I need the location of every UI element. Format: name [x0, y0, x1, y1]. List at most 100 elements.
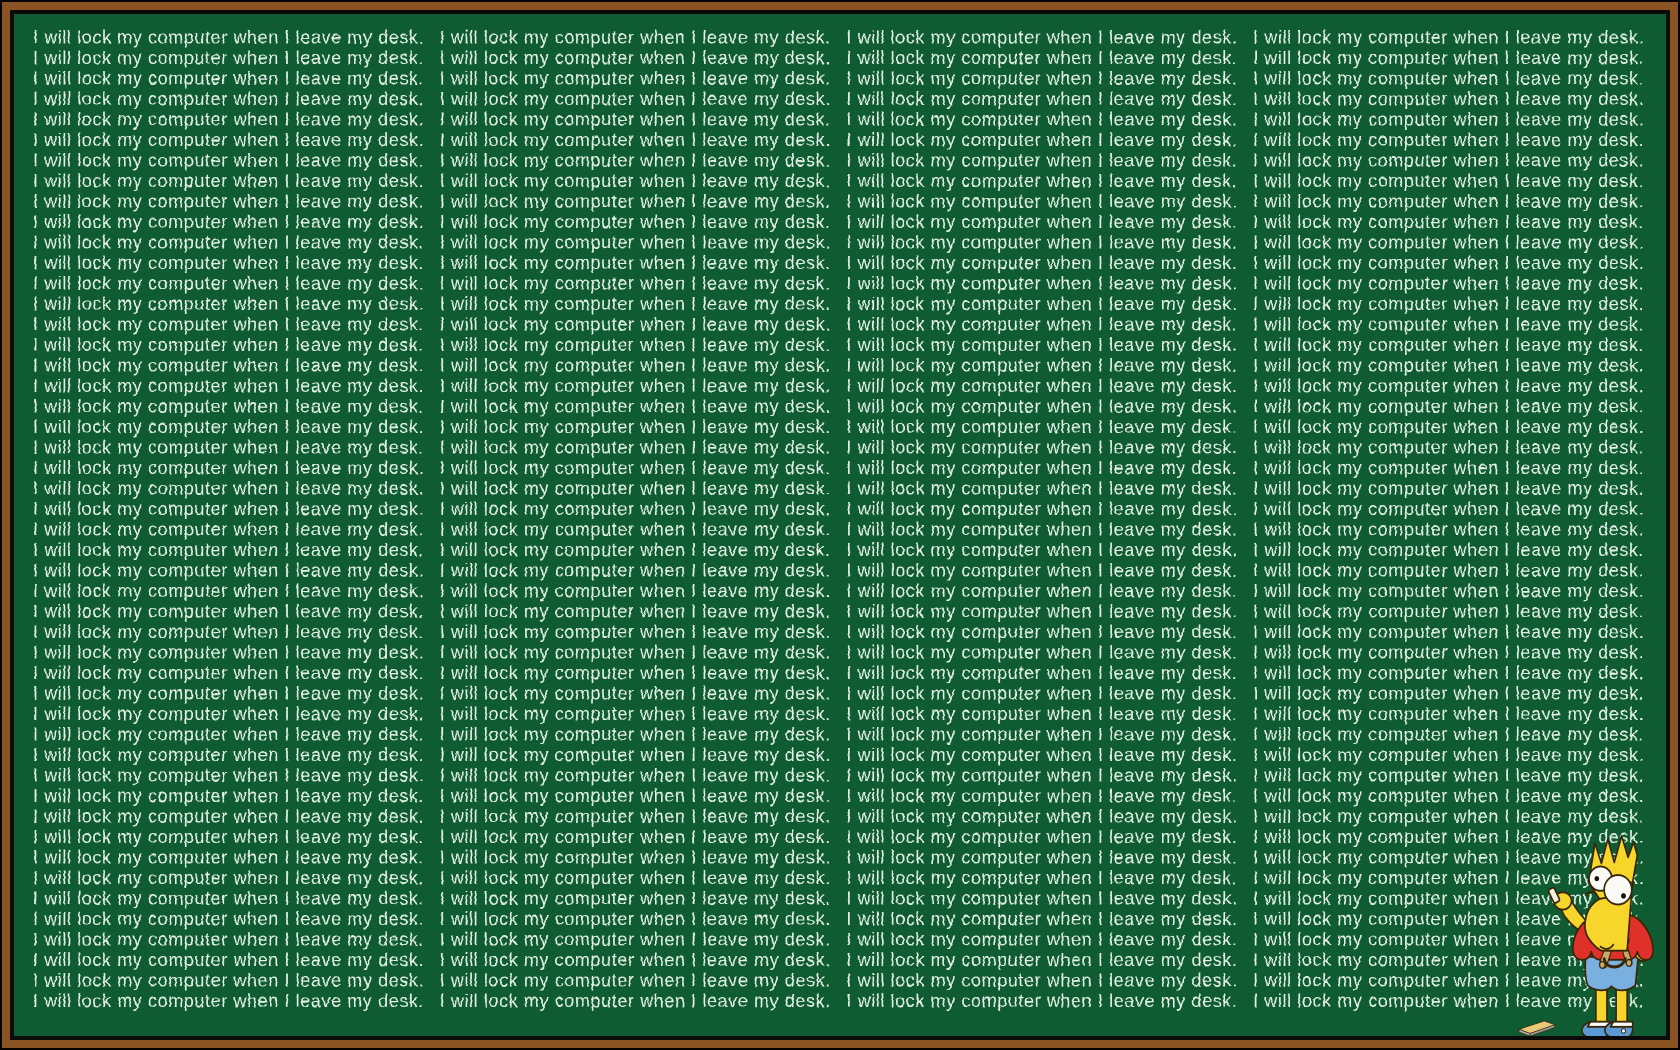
svg-text:I will lock my computer when I: I will lock my computer when I leave my …	[1253, 335, 1644, 355]
svg-text:I will lock my computer when I: I will lock my computer when I leave my …	[33, 27, 424, 47]
svg-text:I will lock my computer when I: I will lock my computer when I leave my …	[33, 150, 424, 170]
svg-text:I will lock my computer when I: I will lock my computer when I leave my …	[846, 847, 1237, 867]
svg-text:I will lock my computer when I: I will lock my computer when I leave my …	[1253, 519, 1644, 539]
svg-text:I will lock my computer when I: I will lock my computer when I leave my …	[846, 560, 1237, 580]
svg-text:I will lock my computer when I: I will lock my computer when I leave my …	[440, 499, 831, 519]
svg-text:I will lock my computer when I: I will lock my computer when I leave my …	[440, 89, 831, 109]
svg-text:I will lock my computer when I: I will lock my computer when I leave my …	[33, 89, 424, 109]
svg-text:I will lock my computer when I: I will lock my computer when I leave my …	[846, 970, 1237, 990]
svg-text:I will lock my computer when I: I will lock my computer when I leave my …	[1253, 724, 1644, 744]
svg-text:I will lock my computer when I: I will lock my computer when I leave my …	[33, 745, 424, 765]
svg-text:I will lock my computer when I: I will lock my computer when I leave my …	[846, 704, 1237, 724]
svg-text:I will lock my computer when I: I will lock my computer when I leave my …	[33, 253, 424, 273]
svg-text:I will lock my computer when I: I will lock my computer when I leave my …	[1253, 212, 1644, 232]
svg-text:I will lock my computer when I: I will lock my computer when I leave my …	[33, 868, 424, 888]
svg-text:I will lock my computer when I: I will lock my computer when I leave my …	[846, 827, 1237, 847]
svg-text:I will lock my computer when I: I will lock my computer when I leave my …	[846, 888, 1237, 908]
svg-text:I will lock my computer when I: I will lock my computer when I leave my …	[33, 396, 424, 416]
svg-text:I will lock my computer when I: I will lock my computer when I leave my …	[846, 786, 1237, 806]
svg-text:I will lock my computer when I: I will lock my computer when I leave my …	[440, 273, 831, 293]
svg-text:I will lock my computer when I: I will lock my computer when I leave my …	[1253, 437, 1644, 457]
svg-text:I will lock my computer when I: I will lock my computer when I leave my …	[440, 642, 831, 662]
svg-text:I will lock my computer when I: I will lock my computer when I leave my …	[33, 540, 424, 560]
svg-text:I will lock my computer when I: I will lock my computer when I leave my …	[1253, 314, 1644, 334]
svg-text:I will lock my computer when I: I will lock my computer when I leave my …	[33, 704, 424, 724]
svg-text:I will lock my computer when I: I will lock my computer when I leave my …	[33, 991, 424, 1011]
svg-text:I will lock my computer when I: I will lock my computer when I leave my …	[846, 663, 1237, 683]
svg-text:I will lock my computer when I: I will lock my computer when I leave my …	[846, 929, 1237, 949]
svg-text:I will lock my computer when I: I will lock my computer when I leave my …	[33, 724, 424, 744]
svg-text:I will lock my computer when I: I will lock my computer when I leave my …	[440, 601, 831, 621]
svg-text:I will lock my computer when I: I will lock my computer when I leave my …	[33, 335, 424, 355]
svg-text:I will lock my computer when I: I will lock my computer when I leave my …	[1253, 622, 1644, 642]
svg-text:I will lock my computer when I: I will lock my computer when I leave my …	[440, 253, 831, 273]
svg-text:I will lock my computer when I: I will lock my computer when I leave my …	[1253, 601, 1644, 621]
svg-text:I will lock my computer when I: I will lock my computer when I leave my …	[440, 48, 831, 68]
svg-text:I will lock my computer when I: I will lock my computer when I leave my …	[1253, 355, 1644, 375]
svg-text:I will lock my computer when I: I will lock my computer when I leave my …	[33, 171, 424, 191]
svg-text:I will lock my computer when I: I will lock my computer when I leave my …	[1253, 745, 1644, 765]
svg-text:I will lock my computer when I: I will lock my computer when I leave my …	[33, 48, 424, 68]
svg-text:I will lock my computer when I: I will lock my computer when I leave my …	[1253, 417, 1644, 437]
svg-text:I will lock my computer when I: I will lock my computer when I leave my …	[1253, 253, 1644, 273]
svg-text:I will lock my computer when I: I will lock my computer when I leave my …	[33, 232, 424, 252]
svg-text:I will lock my computer when I: I will lock my computer when I leave my …	[440, 909, 831, 929]
svg-text:I will lock my computer when I: I will lock my computer when I leave my …	[440, 27, 831, 47]
svg-text:I will lock my computer when I: I will lock my computer when I leave my …	[1253, 765, 1644, 785]
svg-text:I will lock my computer when I: I will lock my computer when I leave my …	[846, 48, 1237, 68]
svg-text:I will lock my computer when I: I will lock my computer when I leave my …	[1253, 540, 1644, 560]
svg-text:I will lock my computer when I: I will lock my computer when I leave my …	[33, 68, 424, 88]
svg-text:I will lock my computer when I: I will lock my computer when I leave my …	[440, 109, 831, 129]
svg-text:I will lock my computer when I: I will lock my computer when I leave my …	[1253, 109, 1644, 129]
svg-text:I will lock my computer when I: I will lock my computer when I leave my …	[1253, 499, 1644, 519]
svg-text:I will lock my computer when I: I will lock my computer when I leave my …	[440, 417, 831, 437]
svg-text:I will lock my computer when I: I will lock my computer when I leave my …	[33, 929, 424, 949]
svg-text:I will lock my computer when I: I will lock my computer when I leave my …	[846, 294, 1237, 314]
svg-text:I will lock my computer when I: I will lock my computer when I leave my …	[440, 560, 831, 580]
svg-text:I will lock my computer when I: I will lock my computer when I leave my …	[33, 909, 424, 929]
svg-text:I will lock my computer when I: I will lock my computer when I leave my …	[846, 437, 1237, 457]
svg-text:I will lock my computer when I: I will lock my computer when I leave my …	[846, 150, 1237, 170]
svg-text:I will lock my computer when I: I will lock my computer when I leave my …	[1253, 560, 1644, 580]
svg-text:I will lock my computer when I: I will lock my computer when I leave my …	[33, 212, 424, 232]
svg-text:I will lock my computer when I: I will lock my computer when I leave my …	[33, 355, 424, 375]
svg-text:I will lock my computer when I: I will lock my computer when I leave my …	[846, 519, 1237, 539]
svg-text:I will lock my computer when I: I will lock my computer when I leave my …	[1253, 130, 1644, 150]
svg-text:I will lock my computer when I: I will lock my computer when I leave my …	[1253, 991, 1644, 1011]
svg-text:I will lock my computer when I: I will lock my computer when I leave my …	[846, 601, 1237, 621]
svg-text:I will lock my computer when I: I will lock my computer when I leave my …	[1253, 888, 1644, 908]
svg-text:I will lock my computer when I: I will lock my computer when I leave my …	[440, 171, 831, 191]
svg-text:I will lock my computer when I: I will lock my computer when I leave my …	[440, 827, 831, 847]
svg-text:I will lock my computer when I: I will lock my computer when I leave my …	[846, 68, 1237, 88]
svg-text:I will lock my computer when I: I will lock my computer when I leave my …	[846, 458, 1237, 478]
svg-text:I will lock my computer when I: I will lock my computer when I leave my …	[33, 581, 424, 601]
svg-text:I will lock my computer when I: I will lock my computer when I leave my …	[33, 827, 424, 847]
svg-text:I will lock my computer when I: I will lock my computer when I leave my …	[33, 806, 424, 826]
svg-text:I will lock my computer when I: I will lock my computer when I leave my …	[846, 396, 1237, 416]
svg-text:I will lock my computer when I: I will lock my computer when I leave my …	[440, 437, 831, 457]
svg-text:I will lock my computer when I: I will lock my computer when I leave my …	[440, 847, 831, 867]
svg-text:I will lock my computer when I: I will lock my computer when I leave my …	[1253, 704, 1644, 724]
svg-text:I will lock my computer when I: I will lock my computer when I leave my …	[33, 950, 424, 970]
svg-text:I will lock my computer when I: I will lock my computer when I leave my …	[33, 130, 424, 150]
svg-text:I will lock my computer when I: I will lock my computer when I leave my …	[33, 499, 424, 519]
svg-text:I will lock my computer when I: I will lock my computer when I leave my …	[846, 622, 1237, 642]
svg-text:I will lock my computer when I: I will lock my computer when I leave my …	[440, 150, 831, 170]
svg-text:I will lock my computer when I: I will lock my computer when I leave my …	[440, 458, 831, 478]
svg-text:I will lock my computer when I: I will lock my computer when I leave my …	[33, 786, 424, 806]
svg-text:I will lock my computer when I: I will lock my computer when I leave my …	[846, 478, 1237, 498]
svg-text:I will lock my computer when I: I will lock my computer when I leave my …	[846, 991, 1237, 1011]
svg-text:I will lock my computer when I: I will lock my computer when I leave my …	[440, 335, 831, 355]
svg-text:I will lock my computer when I: I will lock my computer when I leave my …	[440, 314, 831, 334]
svg-text:I will lock my computer when I: I will lock my computer when I leave my …	[440, 950, 831, 970]
svg-text:I will lock my computer when I: I will lock my computer when I leave my …	[846, 499, 1237, 519]
svg-text:I will lock my computer when I: I will lock my computer when I leave my …	[33, 663, 424, 683]
svg-text:I will lock my computer when I: I will lock my computer when I leave my …	[440, 888, 831, 908]
svg-text:I will lock my computer when I: I will lock my computer when I leave my …	[33, 376, 424, 396]
svg-text:I will lock my computer when I: I will lock my computer when I leave my …	[440, 355, 831, 375]
svg-text:I will lock my computer when I: I will lock my computer when I leave my …	[1253, 232, 1644, 252]
svg-text:I will lock my computer when I: I will lock my computer when I leave my …	[1253, 396, 1644, 416]
svg-text:I will lock my computer when I: I will lock my computer when I leave my …	[440, 622, 831, 642]
svg-text:I will lock my computer when I: I will lock my computer when I leave my …	[846, 683, 1237, 703]
svg-text:I will lock my computer when I: I will lock my computer when I leave my …	[440, 68, 831, 88]
